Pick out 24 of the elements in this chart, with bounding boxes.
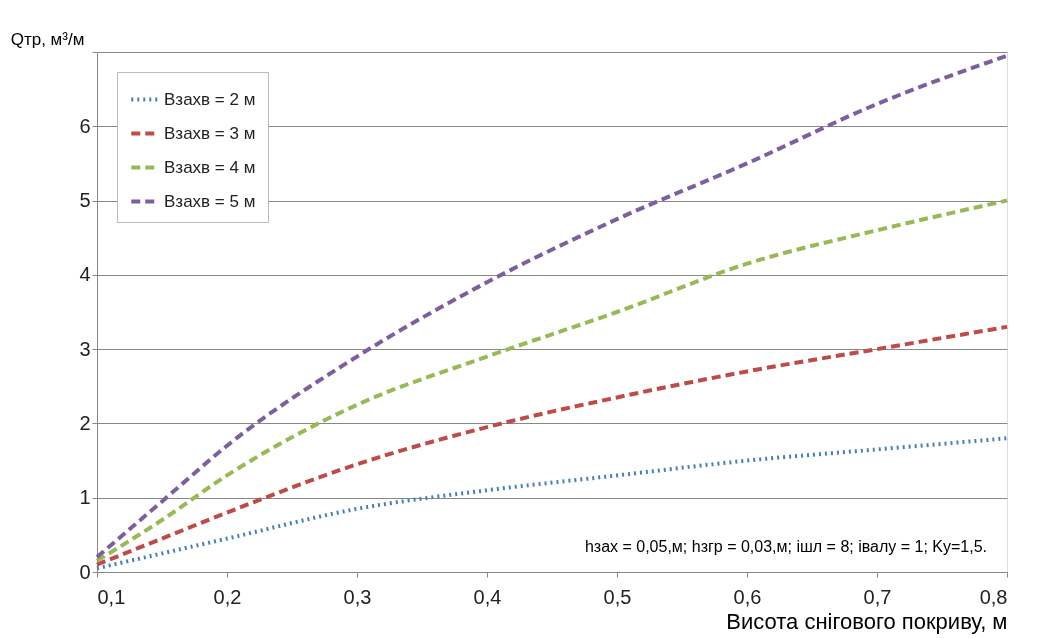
x-tick-label: 0,4 bbox=[473, 585, 502, 608]
legend-label: Bзахв = 3 м bbox=[164, 123, 256, 143]
x-tick-label: 0,5 bbox=[603, 585, 632, 608]
x-tick-label: 0,3 bbox=[343, 585, 372, 608]
y-tick-label: 3 bbox=[79, 337, 91, 360]
y-axis-title: Qтр, м³/м bbox=[10, 29, 85, 49]
y-tick-label: 0 bbox=[79, 560, 91, 583]
y-tick-label: 1 bbox=[79, 486, 91, 509]
x-axis-title: Висота снігового покриву, м bbox=[726, 608, 1008, 634]
x-tick-label: 0,6 bbox=[733, 585, 762, 608]
y-tick-label: 4 bbox=[79, 263, 91, 286]
legend-label: Bзахв = 4 м bbox=[164, 157, 256, 177]
legend-label: Bзахв = 5 м bbox=[164, 191, 256, 211]
x-tick-label: 0,1 bbox=[97, 585, 126, 608]
x-tick-label: 0,7 bbox=[863, 585, 892, 608]
x-tick-label: 0,2 bbox=[213, 585, 242, 608]
y-tick-label: 6 bbox=[79, 114, 91, 137]
x-tick-label: 0,8 bbox=[979, 585, 1008, 608]
y-tick-label: 5 bbox=[79, 189, 91, 212]
y-tick-label: 2 bbox=[79, 411, 91, 434]
annotation: hзах = 0,05,м; hзгр = 0,03,м; iшл = 8; iвалу = 1; Kу=1,5. bbox=[584, 538, 987, 555]
line-series bbox=[95, 436, 1009, 571]
legend-label: Bзахв = 2 м bbox=[164, 89, 256, 109]
line-series bbox=[95, 324, 1009, 567]
